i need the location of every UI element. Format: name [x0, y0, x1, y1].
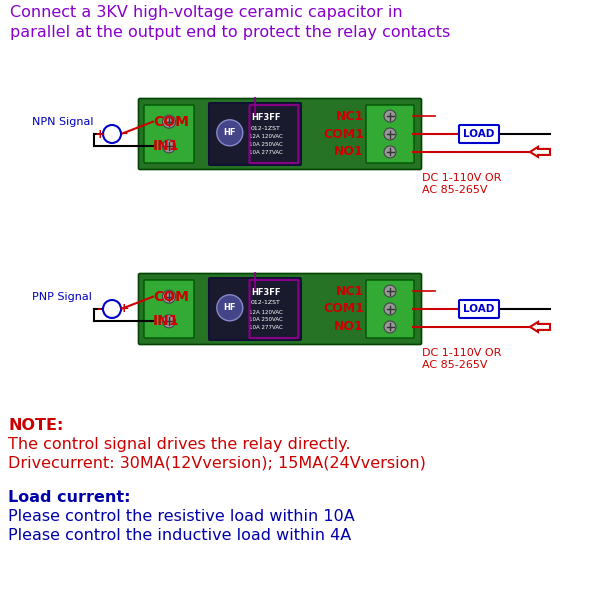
- Text: -: -: [97, 302, 101, 316]
- Text: NC1: NC1: [336, 284, 364, 298]
- Text: -: -: [122, 127, 128, 140]
- Text: HF3FF: HF3FF: [251, 113, 281, 122]
- Text: 012-1ZST: 012-1ZST: [251, 125, 281, 130]
- Text: LOAD: LOAD: [463, 304, 494, 314]
- Text: NOTE:: NOTE:: [8, 418, 64, 433]
- Text: Please control the resistive load within 10A: Please control the resistive load within…: [8, 509, 355, 524]
- Text: COM: COM: [153, 290, 189, 304]
- Text: 10A 250VAC: 10A 250VAC: [249, 317, 283, 322]
- Text: COM1: COM1: [323, 302, 364, 316]
- Circle shape: [163, 140, 176, 153]
- Text: PDMRA01: PDMRA01: [212, 134, 244, 143]
- FancyBboxPatch shape: [209, 278, 301, 340]
- Text: Please control the inductive load within 4A: Please control the inductive load within…: [8, 528, 351, 543]
- Text: +: +: [119, 302, 130, 316]
- Text: PDMRA01: PDMRA01: [212, 310, 244, 319]
- Text: HF: HF: [224, 304, 236, 312]
- FancyBboxPatch shape: [366, 280, 414, 338]
- Text: HF: HF: [224, 128, 236, 137]
- Circle shape: [384, 321, 396, 333]
- FancyBboxPatch shape: [139, 274, 421, 344]
- FancyArrow shape: [530, 147, 550, 157]
- Text: eletechsup: eletechsup: [209, 124, 247, 130]
- Text: 12A 120VAC: 12A 120VAC: [249, 310, 283, 314]
- Text: IN1: IN1: [153, 314, 179, 328]
- Circle shape: [384, 128, 396, 140]
- FancyBboxPatch shape: [459, 300, 499, 318]
- Text: NC1: NC1: [336, 110, 364, 122]
- Circle shape: [384, 146, 396, 158]
- Text: 10A 277VAC: 10A 277VAC: [249, 150, 283, 155]
- Circle shape: [163, 115, 176, 128]
- Text: Drivecurrent: 30MA(12Vversion); 15MA(24Vversion): Drivecurrent: 30MA(12Vversion); 15MA(24V…: [8, 456, 426, 471]
- Text: Connect a 3KV high-voltage ceramic capacitor in
parallel at the output end to pr: Connect a 3KV high-voltage ceramic capac…: [10, 5, 450, 40]
- Text: COM1: COM1: [323, 127, 364, 140]
- Text: DC 1-110V OR
AC 85-265V: DC 1-110V OR AC 85-265V: [422, 348, 502, 370]
- Text: eletechsup: eletechsup: [209, 299, 247, 304]
- Text: NO1: NO1: [334, 145, 364, 158]
- Circle shape: [217, 120, 243, 146]
- Text: +: +: [95, 127, 106, 140]
- FancyBboxPatch shape: [366, 105, 414, 163]
- Text: 24V: 24V: [223, 107, 233, 113]
- Text: 012-1ZST: 012-1ZST: [251, 301, 281, 305]
- Text: Load current:: Load current:: [8, 490, 131, 505]
- Circle shape: [384, 285, 396, 297]
- Text: NPN Signal: NPN Signal: [32, 117, 94, 127]
- Text: 12A 120VAC: 12A 120VAC: [249, 134, 283, 139]
- Text: 10A 277VAC: 10A 277VAC: [249, 325, 283, 330]
- Text: 10A 250VAC: 10A 250VAC: [249, 142, 283, 147]
- Text: The control signal drives the relay directly.: The control signal drives the relay dire…: [8, 437, 350, 452]
- FancyArrow shape: [530, 322, 550, 332]
- Text: 24V: 24V: [223, 283, 233, 287]
- FancyBboxPatch shape: [459, 125, 499, 143]
- Text: IN1: IN1: [153, 139, 179, 153]
- Text: COM: COM: [153, 115, 189, 129]
- FancyBboxPatch shape: [209, 103, 301, 165]
- FancyBboxPatch shape: [139, 98, 421, 169]
- Circle shape: [103, 300, 121, 318]
- Text: NO1: NO1: [334, 320, 364, 334]
- Circle shape: [384, 110, 396, 122]
- FancyBboxPatch shape: [144, 280, 194, 338]
- Text: HF3FF: HF3FF: [251, 287, 281, 296]
- Circle shape: [103, 125, 121, 143]
- Circle shape: [163, 290, 176, 303]
- Text: PNP Signal: PNP Signal: [32, 292, 92, 302]
- FancyBboxPatch shape: [144, 105, 194, 163]
- Circle shape: [163, 315, 176, 328]
- Text: DC 1-110V OR
AC 85-265V: DC 1-110V OR AC 85-265V: [422, 173, 502, 194]
- Circle shape: [217, 295, 243, 321]
- Circle shape: [384, 303, 396, 315]
- Text: LOAD: LOAD: [463, 129, 494, 139]
